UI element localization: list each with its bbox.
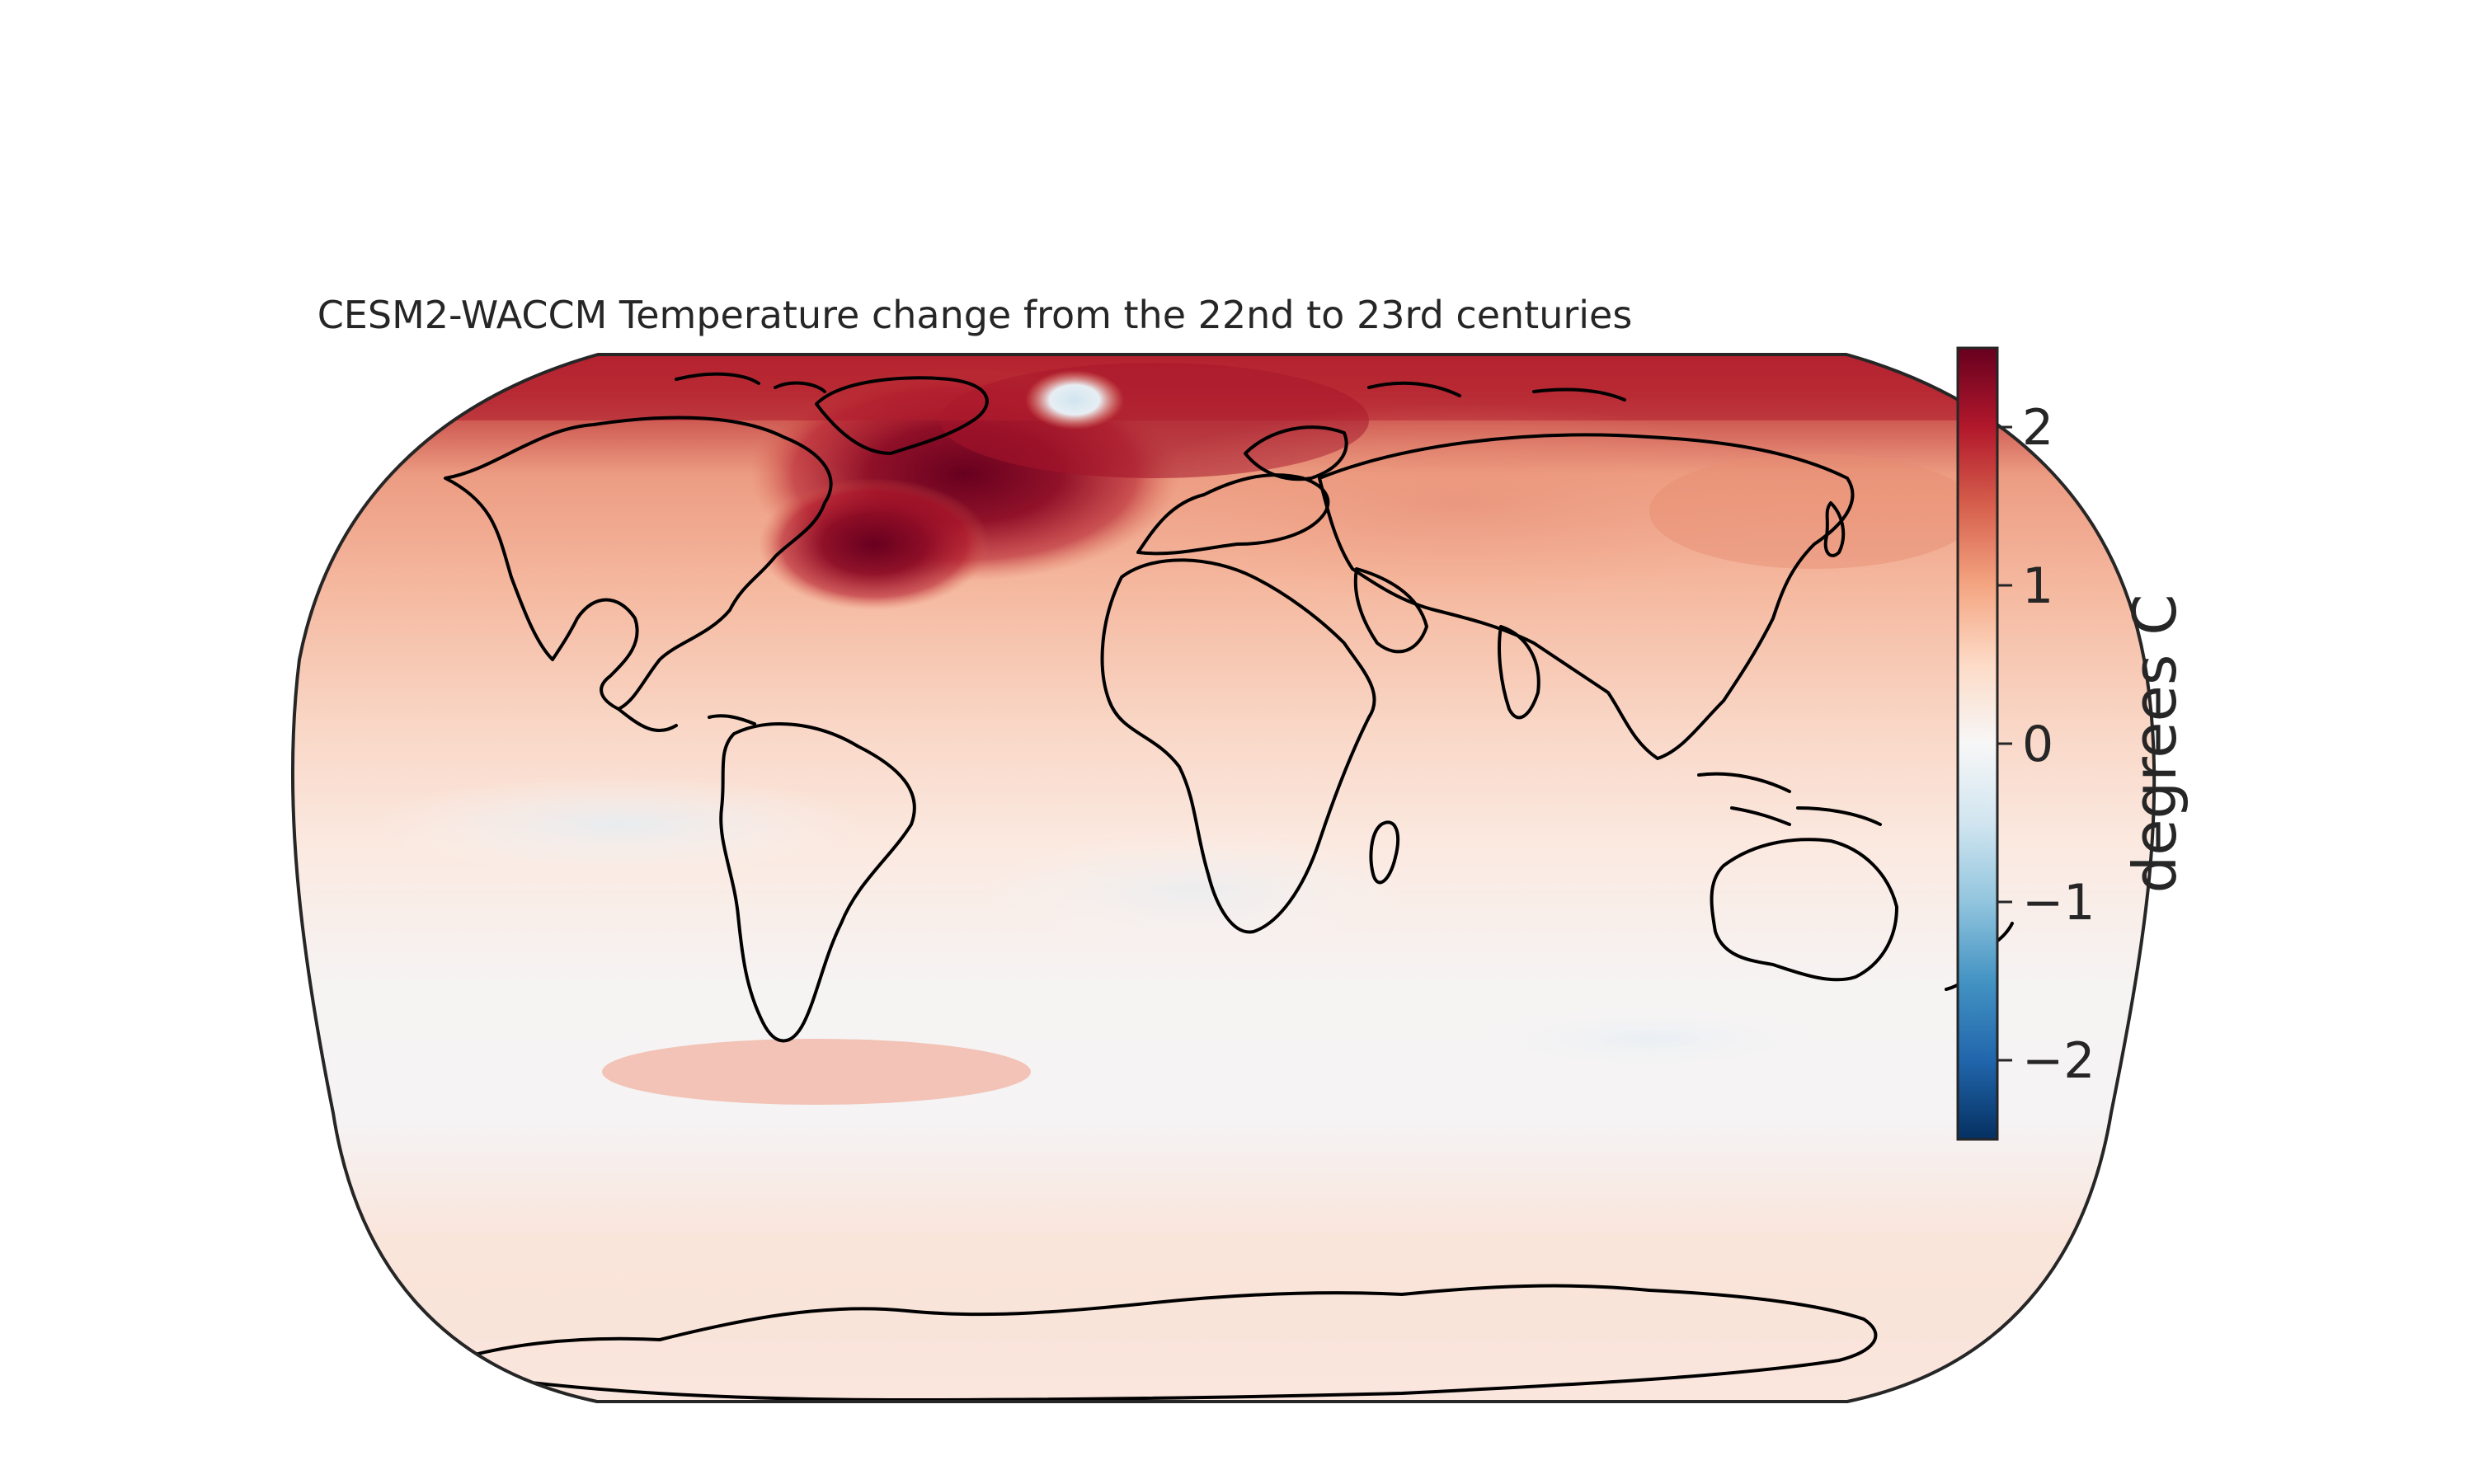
colorbar-tick-label: −1: [2022, 874, 2095, 932]
colorbar-tick-label: −2: [2022, 1032, 2095, 1090]
coastlines: [427, 372, 2014, 1402]
colorbar-ticks: 2 1 0 −1 −2: [1997, 399, 2095, 1090]
temperature-field: [292, 355, 2155, 1402]
colorbar-label: degrees C: [2120, 594, 2189, 894]
colorbar-bar: [1956, 346, 1999, 1141]
colorbar-tick-label: 2: [2022, 399, 2053, 457]
map-panel: [290, 353, 2157, 1403]
chart-title: CESM2-WACCM Temperature change from the …: [317, 293, 1633, 337]
map-outline: [290, 353, 2157, 1403]
colorbar-tick-label: 1: [2022, 557, 2053, 615]
colorbar-tick-label: 0: [2022, 716, 2053, 773]
colorbar: 2 1 0 −1 −2 degrees C: [1956, 346, 2189, 1141]
